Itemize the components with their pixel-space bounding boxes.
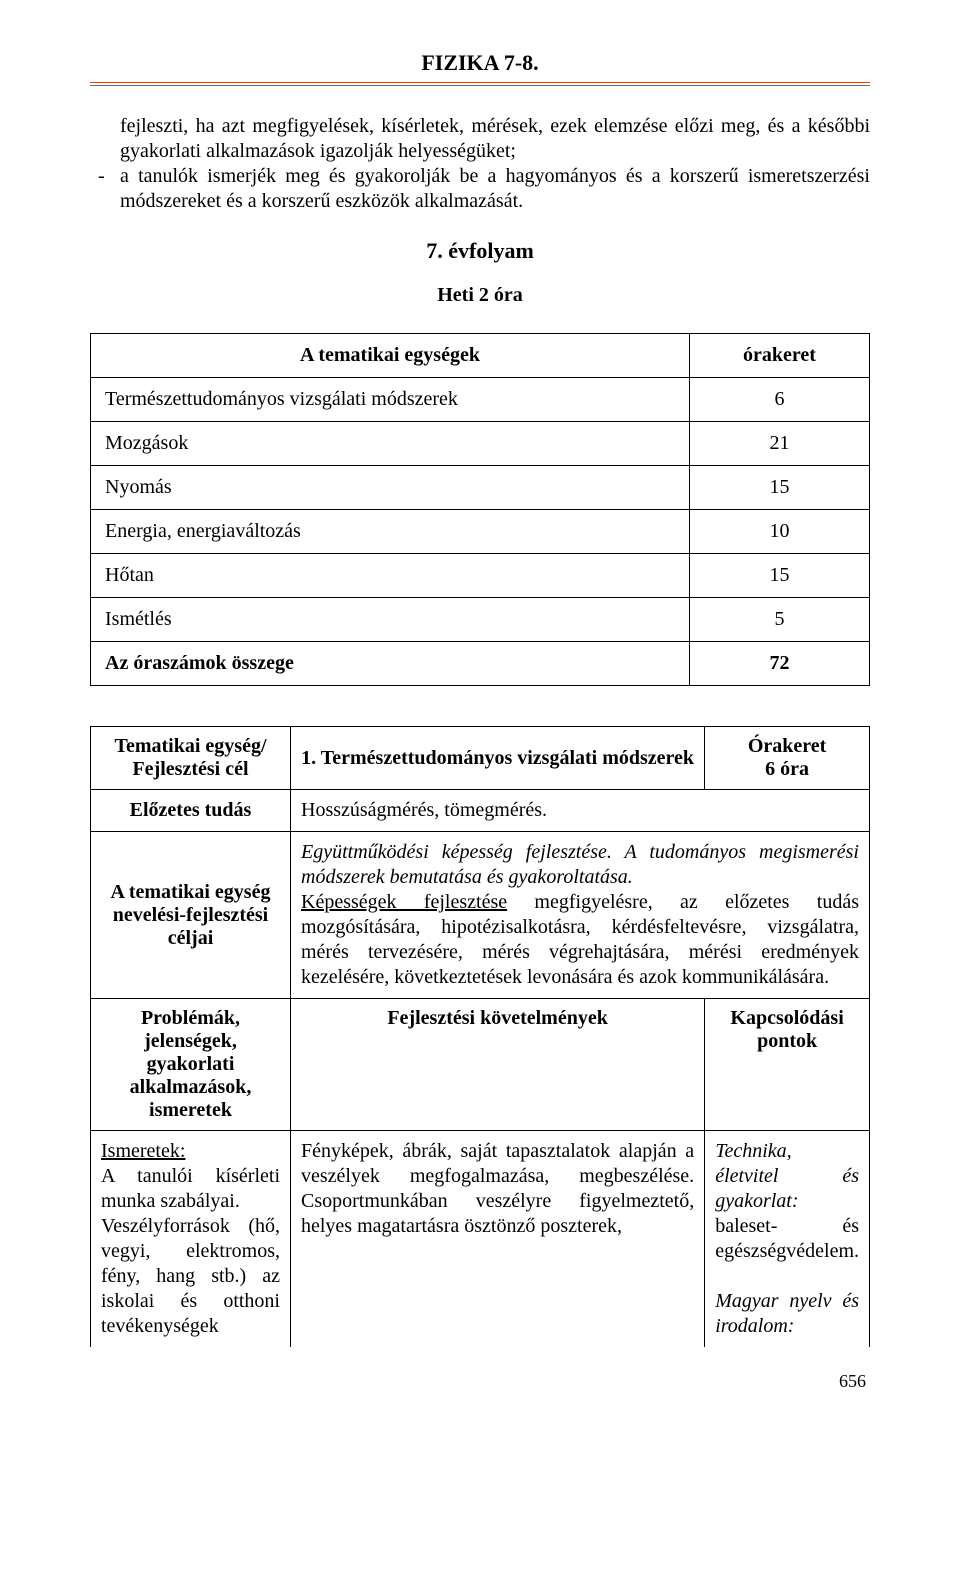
bullet-dash: - — [98, 164, 120, 214]
table-row: Természettudományos vizsgálati módszerek… — [91, 378, 870, 422]
col1-header: Problémák, jelenségek, gyakorlati alkalm… — [91, 999, 291, 1131]
page-header-title: FIZIKA 7-8. — [421, 50, 538, 75]
unit-title: 1. Természettudományos vizsgálati módsze… — [291, 727, 705, 790]
row-label: Energia, energiaváltozás — [91, 510, 690, 554]
table-row-total: Az óraszámok összege 72 — [91, 642, 870, 686]
intro-text: fejleszti, ha azt megfigyelések, kísérle… — [120, 115, 870, 162]
weekly-hours: Heti 2 óra — [90, 284, 870, 307]
pre-text: Hosszúságmérés, tömegmérés. — [291, 790, 870, 832]
row-label: Ismétlés — [91, 598, 690, 642]
row-label: Természettudományos vizsgálati módszerek — [91, 378, 690, 422]
table-row: Mozgások 21 — [91, 422, 870, 466]
total-label: Az óraszámok összege — [91, 642, 690, 686]
unit-table: Tematikai egység/ Fejlesztési cél 1. Ter… — [90, 726, 870, 1347]
c1-rest: A tanulói kísérleti munka szabályai. Ves… — [101, 1165, 280, 1337]
row-label: Mozgások — [91, 422, 690, 466]
unit-row-c1: Ismeretek: A tanulói kísérleti munka szab… — [91, 1131, 291, 1348]
unit-ora-cell: Órakeret 6 óra — [705, 727, 870, 790]
c3-italic1: Technika, életvitel és gyakorlat: — [715, 1140, 859, 1212]
unit-row-c2: Fényképek, ábrák, saját tapasztalatok al… — [291, 1131, 705, 1348]
header-divider — [90, 82, 870, 86]
unit-topic-label: Tematikai egység/ Fejlesztési cél — [91, 727, 291, 790]
goals-text: Együttműködési képesség fejlesztése. A t… — [291, 832, 870, 999]
table-row: Nyomás 15 — [91, 466, 870, 510]
row-value: 6 — [690, 378, 870, 422]
intro-paragraph: fejleszti, ha azt megfigyelések, kísérle… — [90, 114, 870, 214]
row-value: 5 — [690, 598, 870, 642]
hours-col-right: órakeret — [690, 334, 870, 378]
goals-label: A tematikai egység nevelési-fejlesztési … — [91, 832, 291, 999]
goals-italic: Együttműködési képesség fejlesztése. A t… — [301, 841, 859, 888]
row-value: 15 — [690, 466, 870, 510]
table-row: Ismétlés 5 — [91, 598, 870, 642]
row-value: 10 — [690, 510, 870, 554]
row-label: Nyomás — [91, 466, 690, 510]
goals-underline: Képességek fejlesztése — [301, 891, 507, 913]
c3-p1: baleset- és egészségvédelem. — [715, 1215, 859, 1262]
row-value: 15 — [690, 554, 870, 598]
hours-table: A tematikai egységek órakeret Természett… — [90, 333, 870, 686]
intro-bullet: a tanulók ismerjék meg és gyakorolják be… — [120, 165, 870, 212]
col3-header: Kapcsolódási pontok — [705, 999, 870, 1131]
row-label: Hőtan — [91, 554, 690, 598]
hours-col-left: A tematikai egységek — [91, 334, 690, 378]
table-row: Hőtan 15 — [91, 554, 870, 598]
table-row: Energia, energiaváltozás 10 — [91, 510, 870, 554]
unit-row-c3: Technika, életvitel és gyakorlat: balese… — [705, 1131, 870, 1348]
ora-label: Órakeret — [715, 735, 859, 758]
row-value: 21 — [690, 422, 870, 466]
c1-line1: Ismeretek: — [101, 1140, 185, 1162]
pre-label: Előzetes tudás — [91, 790, 291, 832]
ora-value: 6 óra — [715, 758, 859, 781]
c3-italic2: Magyar nyelv és irodalom: — [715, 1290, 859, 1337]
col2-header: Fejlesztési követelmények — [291, 999, 705, 1131]
grade-heading: 7. évfolyam — [90, 238, 870, 264]
page-number: 656 — [90, 1371, 870, 1392]
total-value: 72 — [690, 642, 870, 686]
